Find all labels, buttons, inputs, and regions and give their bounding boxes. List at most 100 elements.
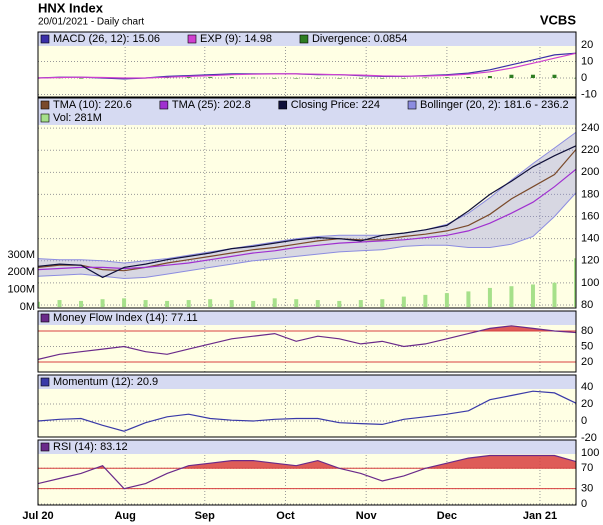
bar — [208, 77, 213, 79]
bar — [574, 77, 576, 79]
panel: TMA (10): 220.6 TMA (25): 202.8 Closing Pr… — [7, 97, 599, 313]
bar — [38, 301, 40, 307]
bar — [509, 286, 514, 307]
y2-tick-label: 0M — [20, 301, 35, 313]
panel: MACD (26, 12): 15.06 EXP (9): 14.98 Diverg… — [37, 31, 597, 100]
legend: TMA (10): 220.6 TMA (25): 202.8 Closing Pr… — [38, 98, 576, 125]
y2-tick-label: 200M — [7, 266, 35, 278]
y-tick-label: 30 — [581, 483, 593, 495]
legend-swatch — [187, 34, 197, 44]
bar — [79, 300, 84, 307]
legend: RSI (14): 83.12 — [38, 440, 576, 454]
panel-frame — [37, 97, 577, 309]
y-tick-label: 40 — [581, 381, 593, 393]
legend-band — [38, 98, 576, 125]
legend-label: Closing Price: 224 — [291, 99, 380, 111]
line — [38, 52, 576, 79]
y-tick-label: 100 — [581, 277, 599, 289]
legend-swatch — [40, 100, 50, 110]
bar — [423, 294, 428, 307]
chart-subtitle: 20/01/2021 - Daily chart — [38, 17, 144, 28]
x-tick-label: Aug — [114, 510, 135, 522]
y-tick-label: 80 — [581, 299, 593, 311]
x-tick-label: Sep — [195, 510, 215, 522]
y-tick-label: 200 — [581, 166, 599, 178]
panel-frame — [37, 31, 577, 98]
y-tick-label: 120 — [581, 255, 599, 267]
bar — [251, 77, 256, 79]
legend-swatch — [40, 377, 50, 387]
y-tick-label: 140 — [581, 233, 599, 245]
bar — [272, 78, 277, 79]
y-tick-label: 70 — [581, 462, 593, 474]
bar — [272, 298, 277, 307]
bar — [100, 299, 105, 307]
panel-frame — [37, 439, 577, 506]
legend-swatch — [40, 442, 50, 452]
bar — [423, 77, 428, 79]
legend-label: Momentum (12): 20.9 — [53, 376, 158, 388]
bar — [57, 300, 62, 307]
legend-swatch — [299, 34, 309, 44]
plot-area — [38, 98, 576, 308]
bar — [337, 78, 342, 79]
line — [38, 454, 576, 490]
line — [38, 149, 576, 272]
bar — [444, 77, 449, 79]
y-tick-label: 220 — [581, 144, 599, 156]
legend-swatch — [407, 100, 417, 110]
band-upper — [38, 131, 576, 264]
line — [38, 145, 576, 279]
bar — [574, 258, 576, 307]
y-tick-label: 20 — [581, 39, 593, 51]
bar — [401, 296, 406, 307]
bar — [530, 74, 535, 79]
bar — [186, 300, 191, 307]
bar — [466, 77, 471, 79]
bar — [401, 78, 406, 79]
panel-background — [38, 98, 576, 308]
bar — [487, 76, 492, 79]
panel-frame — [37, 374, 577, 438]
y-tick-label: 100 — [581, 447, 599, 459]
overbought-fill — [38, 325, 576, 332]
bar — [315, 78, 320, 79]
y-tick-label: 50 — [581, 340, 593, 352]
y-tick-label: 180 — [581, 188, 599, 200]
legend-label: Divergence: 0.0854 — [312, 33, 407, 45]
y-tick-label: 0 — [581, 415, 587, 427]
plot-area — [38, 440, 576, 505]
line — [38, 325, 576, 360]
y2-tick-label: 300M — [7, 249, 35, 261]
y-tick-label: 160 — [581, 210, 599, 222]
legend-band — [38, 440, 576, 454]
y-tick-label: 80 — [581, 325, 593, 337]
plot-area — [38, 32, 576, 97]
band-lower — [38, 192, 576, 280]
legend-label: EXP (9): 14.98 — [200, 33, 272, 45]
bar — [165, 300, 170, 307]
bar — [358, 300, 363, 307]
y-tick-label: 10 — [581, 55, 593, 67]
y-tick-label: 240 — [581, 122, 599, 134]
panel: RSI (14): 83.12 100 70 30 0 — [37, 439, 599, 510]
bar — [315, 300, 320, 307]
y-tick-label: 0 — [581, 498, 587, 510]
y-tick-label: 0 — [581, 72, 587, 84]
bar — [186, 77, 191, 79]
bar — [229, 300, 234, 307]
bar — [552, 74, 557, 79]
line — [38, 390, 576, 432]
plot-area — [38, 375, 576, 437]
bar — [251, 300, 256, 307]
bar — [294, 299, 299, 307]
x-tick-label: Dec — [437, 510, 457, 522]
bar — [444, 293, 449, 307]
legend-label: TMA (10): 220.6 — [53, 99, 132, 111]
y-tick-label: -20 — [581, 432, 597, 444]
line — [38, 168, 576, 271]
x-tick-label: Jan 21 — [523, 510, 557, 522]
bar — [208, 299, 213, 307]
legend-label: MACD (26, 12): 15.06 — [53, 33, 160, 45]
